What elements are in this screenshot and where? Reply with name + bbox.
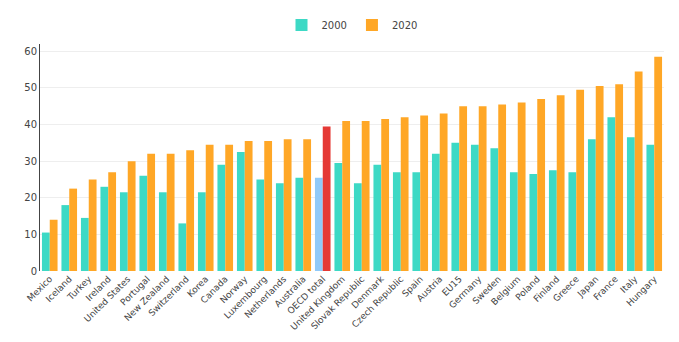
svg-text:Spain: Spain — [400, 274, 425, 299]
svg-text:Slovak Republic: Slovak Republic — [309, 274, 366, 331]
svg-text:Greece: Greece — [551, 274, 581, 304]
svg-text:30: 30 — [24, 156, 37, 167]
svg-text:Korea: Korea — [185, 274, 210, 299]
svg-text:Luxembourg: Luxembourg — [222, 274, 269, 321]
svg-text:10: 10 — [24, 229, 37, 240]
svg-text:Sweden: Sweden — [471, 274, 503, 306]
svg-text:Iceland: Iceland — [44, 274, 74, 304]
svg-text:Turkey: Turkey — [65, 274, 94, 303]
svg-text:France: France — [592, 274, 621, 303]
svg-text:20: 20 — [24, 192, 37, 203]
svg-text:Portugal: Portugal — [118, 274, 151, 307]
svg-text:Australia: Australia — [273, 274, 308, 309]
svg-text:Belgium: Belgium — [489, 274, 522, 307]
svg-text:Canada: Canada — [199, 274, 230, 305]
svg-text:Czech Republic: Czech Republic — [350, 274, 406, 330]
svg-text:Japan: Japan — [575, 274, 601, 300]
svg-text:60: 60 — [24, 46, 37, 57]
svg-text:50: 50 — [24, 82, 37, 93]
svg-text:40: 40 — [24, 119, 37, 130]
svg-text:Poland: Poland — [514, 274, 542, 302]
svg-text:Ireland: Ireland — [84, 274, 113, 303]
svg-text:EU15: EU15 — [440, 274, 464, 298]
svg-text:United Kingdom: United Kingdom — [289, 274, 347, 332]
svg-text:0: 0 — [31, 266, 37, 277]
svg-text:Hungary: Hungary — [625, 274, 660, 309]
svg-text:Mexico: Mexico — [25, 274, 55, 304]
svg-text:New Zealand: New Zealand — [122, 274, 171, 323]
svg-text:Germany: Germany — [447, 274, 484, 311]
svg-text:2000: 2000 — [322, 20, 347, 31]
svg-text:Finland: Finland — [532, 274, 562, 304]
svg-text:2020: 2020 — [392, 20, 417, 31]
svg-text:OECD total: OECD total — [285, 274, 327, 316]
svg-text:Austria: Austria — [415, 274, 445, 304]
svg-text:United States: United States — [82, 274, 132, 324]
svg-text:Norway: Norway — [218, 274, 250, 306]
svg-text:Italy: Italy — [618, 274, 639, 295]
svg-text:Denmark: Denmark — [350, 273, 387, 310]
svg-text:Switzerland: Switzerland — [147, 274, 191, 318]
svg-text:Netherlands: Netherlands — [242, 274, 288, 320]
